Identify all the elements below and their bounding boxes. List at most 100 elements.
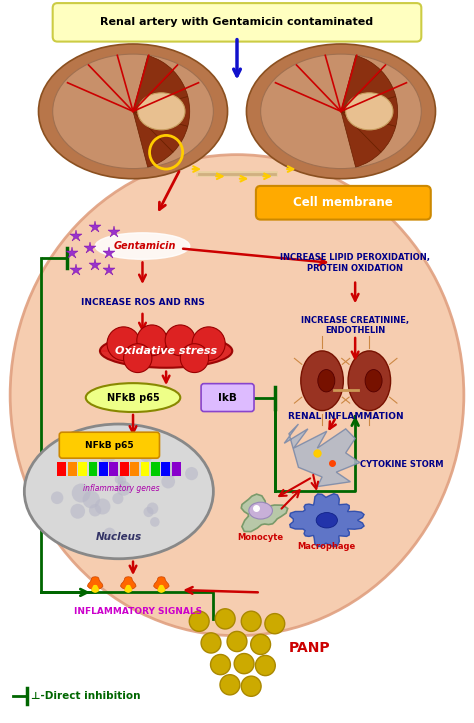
Bar bbox=[151, 461, 160, 476]
Circle shape bbox=[251, 634, 271, 654]
Text: ⊥-Direct inhibition: ⊥-Direct inhibition bbox=[31, 691, 141, 701]
Circle shape bbox=[161, 474, 175, 489]
Bar bbox=[130, 461, 139, 476]
Ellipse shape bbox=[318, 369, 335, 392]
Ellipse shape bbox=[86, 383, 180, 412]
Text: INCREASE LIPID PEROXIDATION,
PROTEIN OXIDATION: INCREASE LIPID PEROXIDATION, PROTEIN OXI… bbox=[280, 253, 430, 273]
Circle shape bbox=[137, 325, 167, 356]
Wedge shape bbox=[341, 56, 381, 111]
FancyBboxPatch shape bbox=[59, 432, 159, 458]
Ellipse shape bbox=[10, 155, 464, 636]
Ellipse shape bbox=[365, 369, 382, 392]
Wedge shape bbox=[133, 96, 190, 127]
Bar bbox=[57, 461, 66, 476]
Ellipse shape bbox=[348, 351, 391, 411]
Circle shape bbox=[220, 675, 240, 695]
Ellipse shape bbox=[346, 93, 393, 130]
Ellipse shape bbox=[38, 44, 228, 179]
Polygon shape bbox=[290, 494, 364, 547]
Text: IkB: IkB bbox=[218, 393, 237, 403]
Polygon shape bbox=[157, 585, 165, 593]
Polygon shape bbox=[87, 577, 103, 590]
Circle shape bbox=[165, 325, 195, 356]
Circle shape bbox=[124, 343, 152, 372]
Circle shape bbox=[72, 484, 91, 502]
Ellipse shape bbox=[249, 502, 273, 519]
Circle shape bbox=[255, 656, 275, 675]
Text: Monocyte: Monocyte bbox=[237, 533, 284, 542]
Bar bbox=[120, 461, 128, 476]
FancyBboxPatch shape bbox=[256, 186, 431, 220]
Circle shape bbox=[144, 507, 154, 517]
Circle shape bbox=[146, 502, 158, 514]
Polygon shape bbox=[241, 494, 288, 531]
Polygon shape bbox=[120, 577, 136, 590]
Circle shape bbox=[99, 444, 117, 463]
Bar bbox=[109, 461, 118, 476]
Text: CYTOKINE STORM: CYTOKINE STORM bbox=[360, 461, 443, 469]
Wedge shape bbox=[133, 71, 188, 111]
Circle shape bbox=[89, 504, 101, 516]
Text: Macrophage: Macrophage bbox=[298, 542, 356, 551]
Circle shape bbox=[118, 476, 126, 485]
Wedge shape bbox=[341, 111, 396, 152]
Circle shape bbox=[120, 464, 133, 476]
Bar bbox=[172, 461, 181, 476]
Ellipse shape bbox=[138, 93, 185, 130]
Circle shape bbox=[82, 491, 100, 508]
Wedge shape bbox=[133, 56, 173, 111]
Circle shape bbox=[51, 492, 64, 504]
Wedge shape bbox=[341, 71, 396, 111]
Text: Renal artery with Gentamicin contaminated: Renal artery with Gentamicin contaminate… bbox=[100, 17, 374, 27]
Circle shape bbox=[116, 481, 131, 496]
Ellipse shape bbox=[53, 54, 213, 168]
Polygon shape bbox=[154, 577, 169, 590]
Circle shape bbox=[215, 609, 235, 629]
Polygon shape bbox=[284, 424, 360, 487]
Bar bbox=[0, 1, 474, 184]
Bar bbox=[161, 461, 170, 476]
Circle shape bbox=[107, 327, 140, 361]
Text: RENAL INFLAMMATION: RENAL INFLAMMATION bbox=[288, 412, 403, 422]
Ellipse shape bbox=[95, 233, 190, 260]
Bar bbox=[78, 461, 87, 476]
Ellipse shape bbox=[301, 351, 343, 411]
Polygon shape bbox=[91, 585, 99, 593]
Text: PANP: PANP bbox=[289, 641, 330, 655]
Circle shape bbox=[192, 327, 225, 361]
Text: Gentamicin: Gentamicin bbox=[114, 241, 176, 251]
Text: inflammatory genes: inflammatory genes bbox=[83, 484, 160, 493]
Circle shape bbox=[95, 498, 110, 515]
Ellipse shape bbox=[24, 424, 213, 559]
Wedge shape bbox=[133, 111, 173, 167]
Circle shape bbox=[164, 463, 179, 477]
Circle shape bbox=[150, 517, 160, 527]
Text: INFLAMMATORY SIGNALS: INFLAMMATORY SIGNALS bbox=[73, 607, 202, 616]
Circle shape bbox=[185, 467, 198, 480]
Circle shape bbox=[210, 654, 230, 675]
Text: Nucleus: Nucleus bbox=[96, 532, 142, 542]
Circle shape bbox=[103, 528, 116, 540]
Polygon shape bbox=[124, 585, 132, 593]
Wedge shape bbox=[133, 111, 188, 152]
Wedge shape bbox=[341, 96, 398, 127]
Circle shape bbox=[189, 611, 209, 631]
Ellipse shape bbox=[261, 54, 421, 168]
Circle shape bbox=[180, 343, 209, 372]
Ellipse shape bbox=[246, 44, 436, 179]
Circle shape bbox=[241, 676, 261, 696]
FancyBboxPatch shape bbox=[53, 3, 421, 42]
Circle shape bbox=[139, 448, 153, 462]
Circle shape bbox=[234, 654, 254, 674]
Text: Oxidative stress: Oxidative stress bbox=[115, 346, 217, 356]
Circle shape bbox=[71, 504, 85, 518]
Circle shape bbox=[115, 475, 124, 484]
Wedge shape bbox=[341, 111, 381, 167]
Circle shape bbox=[227, 631, 247, 651]
Ellipse shape bbox=[100, 334, 232, 368]
Circle shape bbox=[241, 611, 261, 631]
Text: Cell membrane: Cell membrane bbox=[293, 196, 393, 209]
Text: NFkB p65: NFkB p65 bbox=[107, 393, 159, 403]
Circle shape bbox=[201, 633, 221, 653]
Bar bbox=[99, 461, 108, 476]
